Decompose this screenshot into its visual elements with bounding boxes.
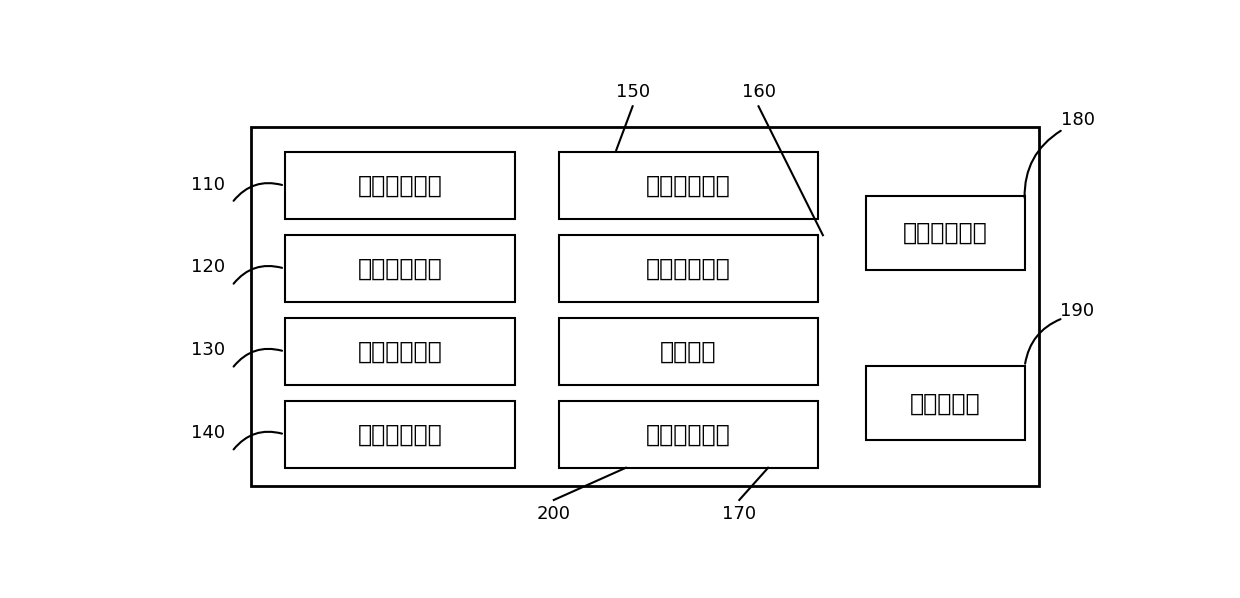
Text: 130: 130 — [191, 341, 224, 359]
Text: 第二判断模块: 第二判断模块 — [357, 340, 443, 364]
Text: 110: 110 — [191, 176, 224, 194]
Bar — [866, 196, 1024, 270]
Text: 退出交互模块: 退出交互模块 — [646, 422, 730, 446]
Text: 200: 200 — [537, 505, 570, 523]
Bar — [558, 318, 818, 385]
Bar — [558, 235, 818, 302]
Text: 180: 180 — [1060, 111, 1095, 129]
Text: 190: 190 — [1060, 302, 1095, 320]
Bar — [558, 152, 818, 219]
Text: 170: 170 — [722, 505, 756, 523]
Text: 主观抑制模块: 主观抑制模块 — [903, 221, 988, 245]
Bar — [866, 367, 1024, 440]
Text: 160: 160 — [742, 84, 775, 102]
Text: 显示模块: 显示模块 — [660, 340, 717, 364]
Text: 信息预设模块: 信息预设模块 — [357, 174, 443, 198]
Bar — [558, 401, 818, 468]
Text: 信息处理模块: 信息处理模块 — [646, 174, 730, 198]
Text: 后台策略库: 后台策略库 — [910, 391, 981, 415]
Bar — [285, 401, 516, 468]
Bar — [285, 318, 516, 385]
Text: 第三判断模块: 第三判断模块 — [357, 422, 443, 446]
Bar — [250, 127, 1039, 486]
Text: 人机交互模块: 人机交互模块 — [646, 257, 730, 280]
Text: 第一判断模块: 第一判断模块 — [357, 257, 443, 280]
Bar — [285, 235, 516, 302]
Text: 150: 150 — [615, 84, 650, 102]
Text: 140: 140 — [191, 424, 224, 443]
Text: 120: 120 — [191, 258, 224, 276]
Bar — [285, 152, 516, 219]
